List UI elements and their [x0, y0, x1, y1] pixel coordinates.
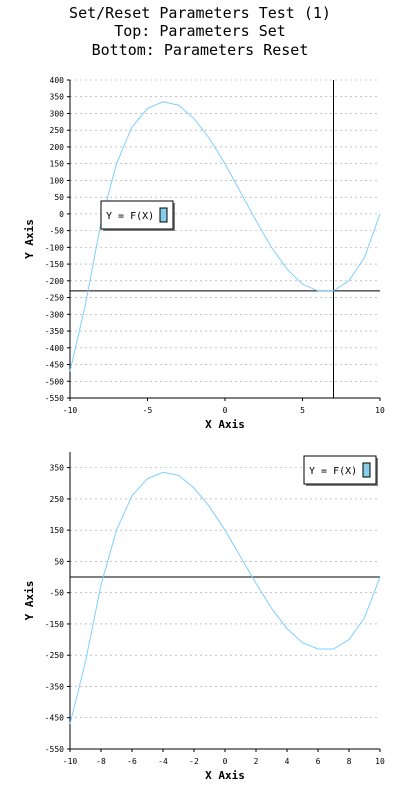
bottom-y-tick-label: -50 [50, 589, 65, 598]
top-y-tick-label: -300 [45, 310, 64, 319]
bottom-x-tick-label: 10 [375, 757, 385, 766]
bottom-x-tick-label: -6 [127, 757, 137, 766]
top-y-tick-label: 100 [50, 176, 65, 185]
top-y-tick-label: -400 [45, 344, 64, 353]
top-x-tick-label: 0 [223, 406, 228, 415]
top-y-tick-label: -250 [45, 294, 64, 303]
bottom-y-tick-label: -250 [45, 651, 64, 660]
bottom-x-tick-label: -8 [96, 757, 106, 766]
top-y-tick-label: -500 [45, 377, 64, 386]
top-x-axis-label: X Axis [205, 418, 245, 431]
bottom-y-tick-label: 50 [54, 557, 64, 566]
top-legend-swatch [159, 207, 168, 223]
bottom-y-tick-label: 250 [50, 495, 65, 504]
bottom-y-tick-label: 350 [50, 464, 65, 473]
chart-title-line-2: Top: Parameters Set [114, 22, 286, 40]
top-y-tick-label: -200 [45, 277, 64, 286]
top-y-tick-label: -50 [50, 227, 65, 236]
top-y-tick-label: 350 [50, 93, 65, 102]
bottom-x-tick-label: 2 [254, 757, 259, 766]
bottom-legend-label: Y = F(X) [309, 466, 357, 477]
top-y-tick-label: -100 [45, 243, 64, 252]
top-y-tick-label: 200 [50, 143, 65, 152]
top-legend-label: Y = F(X) [106, 211, 154, 222]
top-y-tick-label: -350 [45, 327, 64, 336]
top-y-tick-label: -450 [45, 361, 64, 370]
bottom-x-axis-label: X Axis [205, 769, 245, 782]
bottom-y-axis-label: Y Axis [23, 581, 36, 621]
bottom-x-tick-label: 0 [223, 757, 228, 766]
chart-title-line-1: Set/Reset Parameters Test (1) [69, 4, 331, 22]
top-y-tick-label: 50 [54, 193, 64, 202]
top-x-tick-label: -5 [143, 406, 153, 415]
top-y-tick-label: 150 [50, 160, 65, 169]
top-y-tick-label: 250 [50, 126, 65, 135]
bottom-y-tick-label: -450 [45, 714, 64, 723]
bottom-x-tick-label: -2 [189, 757, 199, 766]
top-y-tick-label: 0 [59, 210, 64, 219]
bottom-y-tick-label: 150 [50, 526, 65, 535]
bottom-y-tick-label: -550 [45, 745, 64, 754]
bottom-y-tick-label: -350 [45, 682, 64, 691]
top-y-tick-label: 300 [50, 109, 65, 118]
bottom-series-line [69, 471, 381, 725]
top-x-tick-label: 5 [300, 406, 305, 415]
top-y-tick-label: 400 [50, 76, 65, 85]
top-y-axis-label: Y Axis [23, 219, 36, 259]
bottom-legend-swatch [362, 462, 371, 478]
chart-title-line-3: Bottom: Parameters Reset [91, 41, 309, 59]
top-series-line [69, 101, 381, 372]
top-y-tick-label: -550 [45, 394, 64, 403]
bottom-x-tick-label: 8 [347, 757, 352, 766]
bottom-x-tick-label: 4 [285, 757, 290, 766]
top-x-tick-label: 10 [375, 406, 385, 415]
bottom-x-tick-label: -4 [158, 757, 168, 766]
top-y-tick-label: -150 [45, 260, 64, 269]
bottom-y-tick-label: -150 [45, 620, 64, 629]
bottom-x-tick-label: 6 [316, 757, 321, 766]
top-x-tick-label: -10 [63, 406, 78, 415]
bottom-x-tick-label: -10 [63, 757, 78, 766]
